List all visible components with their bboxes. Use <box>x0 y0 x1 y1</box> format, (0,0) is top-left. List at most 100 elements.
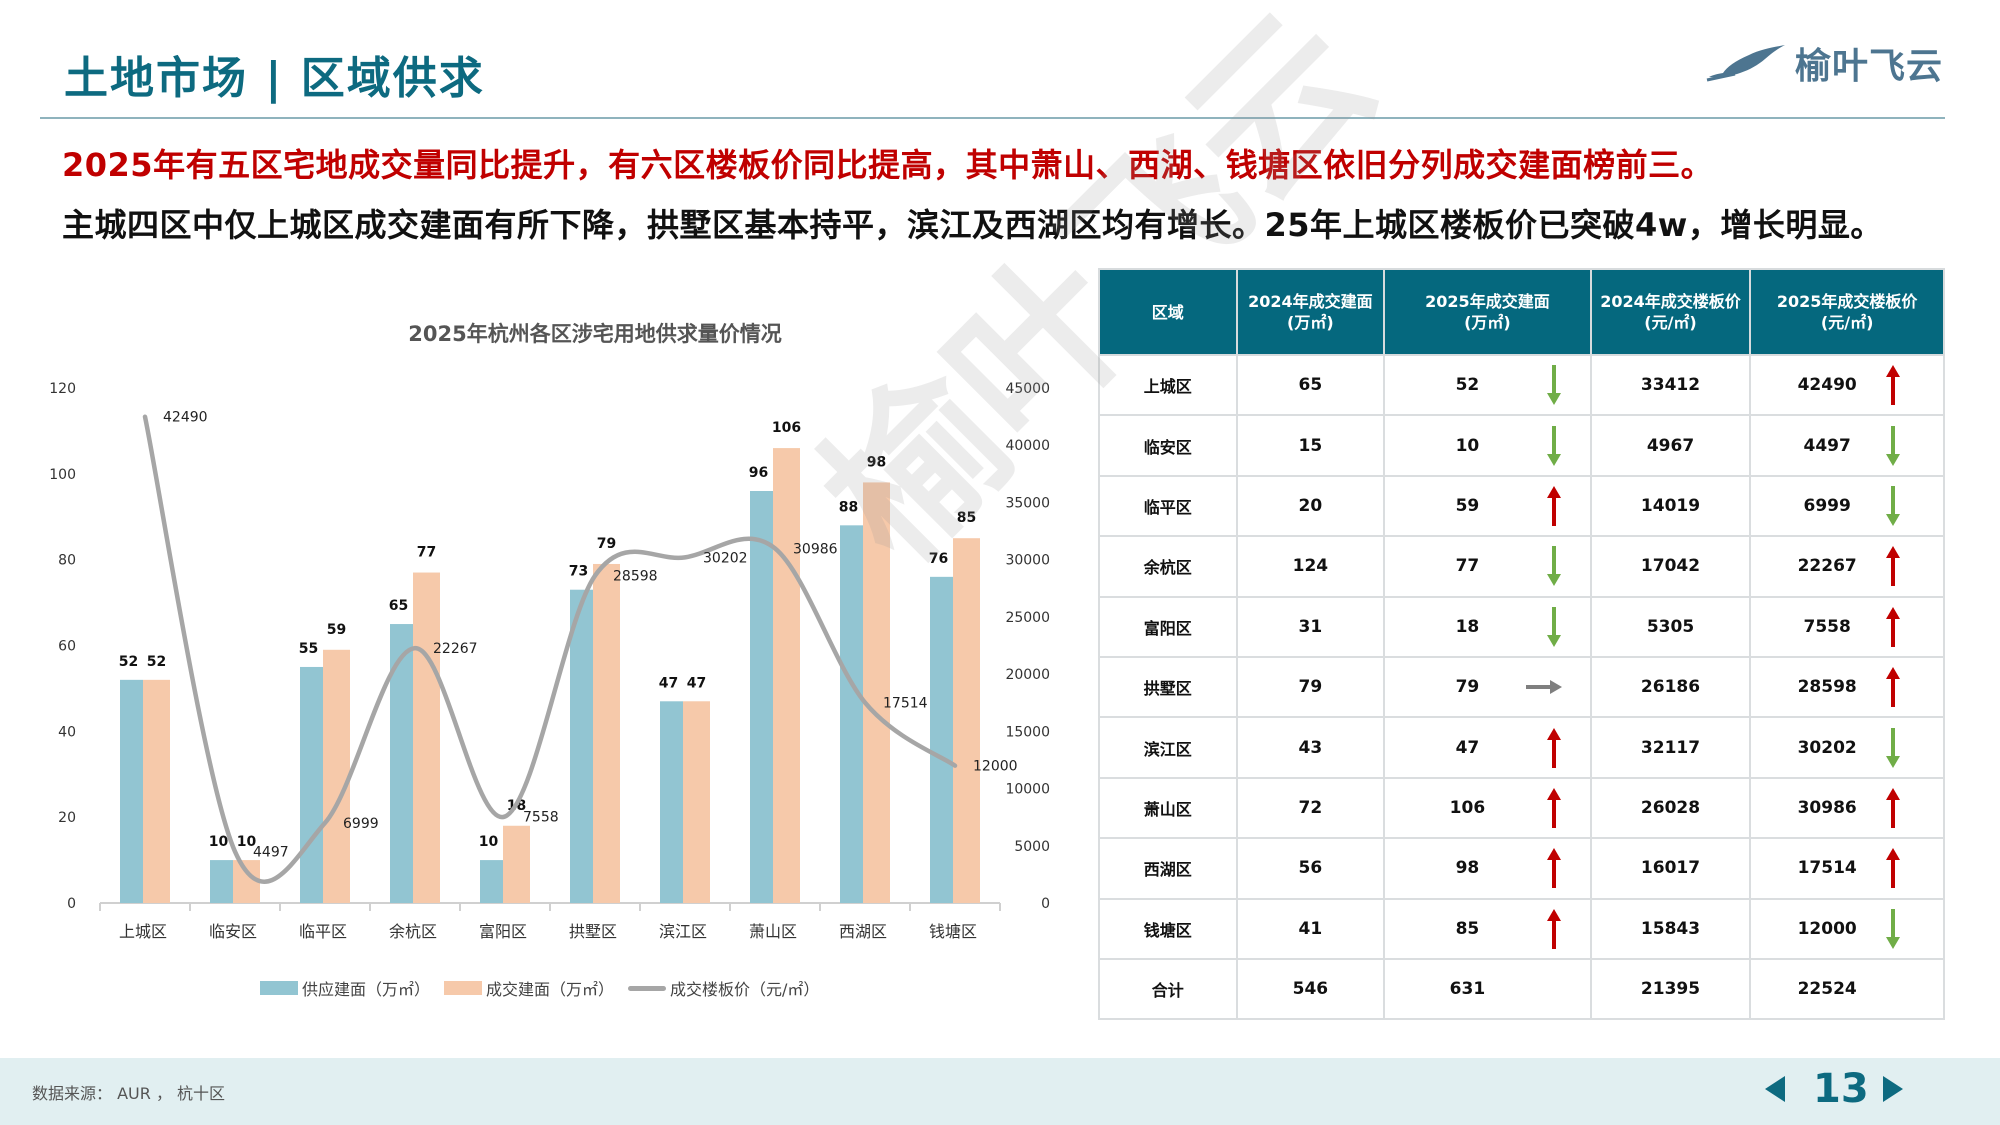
cell-value: 滨江区 <box>1143 739 1192 759</box>
next-page-icon[interactable] <box>1882 1076 1903 1102</box>
cell-value: 65 <box>1298 375 1323 396</box>
table-cell-area-2025: 106 <box>1383 776 1592 840</box>
cell-value: 余杭区 <box>1143 558 1192 578</box>
bar-supply <box>750 491 773 903</box>
table-cell-area-2025: 10 <box>1383 414 1592 477</box>
cell-value: 14019 <box>1640 495 1701 516</box>
data-source: 数据来源： AUR ， 杭十区 <box>32 1084 226 1103</box>
combo-chart: 2025年杭州各区涉宅用地供求量价情况 0 20 40 60 80 100 120 0 5000… <box>40 300 1080 1020</box>
y2-axis-tick: 10000 <box>1005 782 1050 798</box>
table-cell-area-2024: 41 <box>1235 897 1386 960</box>
table-cell-region: 临平区 <box>1098 474 1238 538</box>
chart-title: 2025年杭州各区涉宅用地供求量价情况 <box>408 322 782 346</box>
table-cell-region: 滨江区 <box>1098 716 1238 779</box>
price-label: 22267 <box>433 641 478 657</box>
table-cell-price-2025: 42490 <box>1749 353 1945 417</box>
cell-value: 631 <box>1449 979 1486 1000</box>
page-number: 13 <box>1813 1066 1869 1112</box>
y2-axis-tick: 20000 <box>1005 667 1050 683</box>
x-axis-category: 富阳区 <box>479 922 527 941</box>
bar-label-supply: 76 <box>929 551 948 567</box>
header-text: 2025年成交建面 <box>1425 292 1550 311</box>
cell-value: 85 <box>1455 918 1480 939</box>
price-label: 6999 <box>343 816 379 832</box>
table-cell-price-2024: 26028 <box>1589 776 1752 840</box>
down-arrow-icon <box>1886 425 1900 466</box>
table-row: 滨江区 43 47 32117 30202 <box>1098 716 1945 779</box>
cell-value: 15 <box>1298 435 1323 456</box>
y2-axis-tick: 35000 <box>1005 495 1050 511</box>
y-axis-tick: 100 <box>49 467 76 483</box>
cell-value: 41 <box>1298 918 1323 939</box>
table-cell-price-2024: 26186 <box>1589 655 1752 719</box>
brand-logo: 榆叶飞云 <box>1705 38 1955 88</box>
down-arrow-icon <box>1546 365 1561 406</box>
table-cell-area-2025: 47 <box>1383 716 1592 779</box>
price-line <box>142 414 958 884</box>
page-title: 土地市场 | 区域供求 <box>64 53 485 104</box>
table-row: 临安区 15 10 4967 4497 <box>1098 414 1945 477</box>
y-axis-tick: 0 <box>67 896 76 912</box>
y-axis-tick: 120 <box>49 381 76 397</box>
y-axis-tick: 20 <box>58 810 76 826</box>
cell-value: 拱墅区 <box>1143 679 1192 699</box>
bar-label-deal: 10 <box>237 834 257 850</box>
cell-value: 萧山区 <box>1143 799 1192 819</box>
table-cell-area-2025: 77 <box>1383 535 1592 598</box>
bar-label-deal: 98 <box>867 454 886 470</box>
up-arrow-icon <box>1886 667 1900 708</box>
header-text: (万㎡) <box>1287 313 1334 332</box>
cell-value: 临平区 <box>1143 497 1192 517</box>
cell-value: 43 <box>1298 737 1323 758</box>
table-header-row: 区域 2024年成交建面 (万㎡) 2025年成交建面 (万㎡) 2024年成交楼板价 (元… <box>1098 268 1945 356</box>
x-axis-category: 上城区 <box>119 922 167 941</box>
bar-label-deal: 59 <box>327 622 346 638</box>
price-label: 12000 <box>973 759 1018 775</box>
cell-value: 56 <box>1298 858 1323 879</box>
table-cell-price-2025: 17514 <box>1749 837 1945 900</box>
cell-value: 4497 <box>1803 435 1851 456</box>
bar-label-supply: 10 <box>209 834 229 850</box>
header-text: (元/㎡) <box>1820 313 1874 332</box>
cell-value: 6999 <box>1803 495 1851 516</box>
price-label: 17514 <box>883 696 928 712</box>
price-label: 28598 <box>613 569 658 585</box>
cell-value: 西湖区 <box>1143 860 1192 880</box>
chart-legend: 供应建面（万㎡） 成交建面（万㎡） 成交楼板价（元/㎡） <box>260 976 833 1000</box>
down-arrow-icon <box>1546 425 1561 466</box>
table-cell-area-2025: 59 <box>1383 474 1592 538</box>
table-cell-region: 上城区 <box>1098 353 1238 417</box>
bar-deal <box>863 482 890 903</box>
bar-supply <box>210 860 233 903</box>
header-text: 区域 <box>1151 302 1184 322</box>
y2-axis-tick: 40000 <box>1005 438 1050 454</box>
bar-label-supply: 47 <box>659 675 678 691</box>
table-row: 萧山区 72 106 26028 30986 <box>1098 776 1945 840</box>
header-text: 2025年成交楼板价 <box>1776 292 1918 311</box>
bar-deal <box>323 649 350 903</box>
bar-deal <box>503 825 530 903</box>
table-cell-price-2025: 4497 <box>1749 414 1945 477</box>
cell-value: 72 <box>1298 797 1323 818</box>
bar-supply <box>570 589 593 903</box>
footer-bar: 数据来源： AUR ， 杭十区 13 <box>0 1058 2000 1125</box>
bar-label-supply: 55 <box>299 641 318 657</box>
cell-value: 546 <box>1292 979 1329 1000</box>
cell-value: 临安区 <box>1143 437 1192 457</box>
bar-label-supply: 88 <box>839 499 858 515</box>
up-arrow-icon <box>1546 727 1561 768</box>
up-arrow-icon <box>1546 908 1561 949</box>
table-cell-region: 拱墅区 <box>1098 655 1238 719</box>
table-cell-area-2025: 98 <box>1383 837 1592 900</box>
y2-axis-tick: 45000 <box>1005 381 1050 397</box>
prev-page-icon[interactable] <box>1765 1076 1785 1102</box>
cell-value: 30986 <box>1797 797 1857 818</box>
table-cell-region: 临安区 <box>1098 414 1238 477</box>
bar-supply <box>840 525 863 903</box>
bar-deal <box>773 448 800 903</box>
table-row: 富阳区 31 18 5305 7558 <box>1098 595 1945 658</box>
y2-axis-tick: 5000 <box>1014 839 1050 855</box>
x-axis-category: 临安区 <box>209 922 257 941</box>
legend-label-supply: 供应建面（万㎡） <box>302 980 431 999</box>
cell-value: 上城区 <box>1143 377 1192 397</box>
